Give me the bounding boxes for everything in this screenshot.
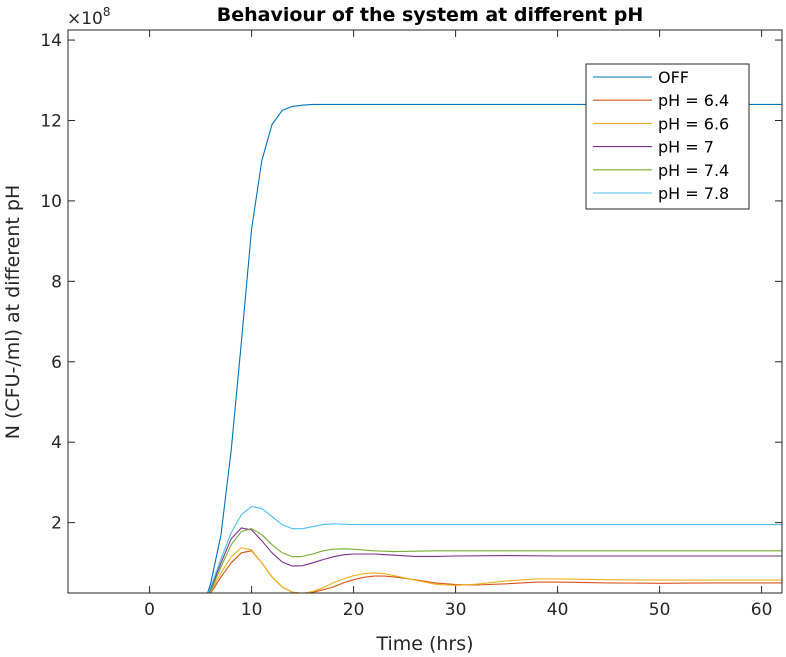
y-tick-label: 2 — [51, 514, 62, 534]
chart-title: Behaviour of the system at different pH — [217, 4, 644, 26]
legend-label-2: pH = 6.6 — [658, 114, 729, 133]
legend-label-4: pH = 7.4 — [658, 161, 729, 180]
x-tick-label: 50 — [649, 600, 671, 620]
ticks-layer: 0 10 20 30 40 50 60 2 4 6 8 10 12 14 — [40, 30, 782, 620]
x-tick-label: 10 — [241, 600, 263, 620]
x-tick-label: 30 — [445, 600, 467, 620]
legend-box — [585, 63, 750, 210]
y-multiplier: ×108 — [67, 5, 111, 29]
series-line-5 — [207, 505, 782, 593]
legend-label-3: pH = 7 — [658, 138, 714, 157]
legend-label-5: pH = 7.8 — [658, 184, 729, 203]
x-tick-label: 20 — [343, 600, 365, 620]
legend-label-0: OFF — [658, 68, 689, 87]
series-line-3 — [208, 527, 782, 593]
y-exponent: 8 — [103, 5, 111, 19]
series-line-4 — [208, 528, 782, 593]
axes-box — [67, 29, 783, 594]
y-axis-label: N (CFU-/ml) at different pH — [2, 185, 24, 439]
series-line-1 — [210, 550, 782, 593]
y-tick-label: 12 — [40, 111, 62, 131]
x-tick-label: 60 — [751, 600, 773, 620]
y-tick-label: 4 — [51, 433, 62, 453]
series-line-2 — [209, 547, 782, 593]
legend-label-1: pH = 6.4 — [658, 91, 729, 110]
x-axis-label: Time (hrs) — [375, 633, 473, 655]
y-tick-label: 6 — [51, 353, 62, 373]
y-tick-label: 14 — [40, 31, 62, 51]
series-line-0 — [207, 103, 782, 593]
y-tick-label: 10 — [40, 192, 62, 212]
series-layer — [207, 103, 782, 593]
legend: OFF pH = 6.4 pH = 6.6 pH = 7 pH = 7.4 pH = 7.… — [585, 63, 750, 210]
x-tick-label: 0 — [144, 600, 155, 620]
y-tick-label: 8 — [51, 272, 62, 292]
x-tick-label: 40 — [547, 600, 569, 620]
